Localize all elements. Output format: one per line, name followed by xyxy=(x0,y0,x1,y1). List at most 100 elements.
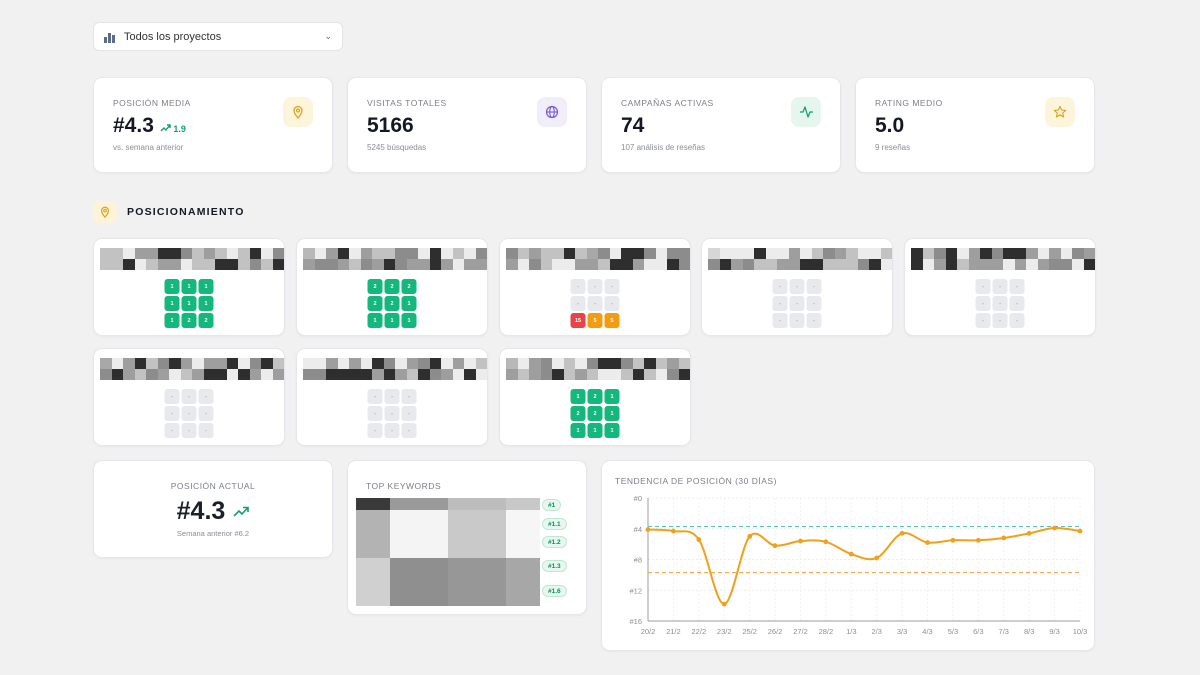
x-tick-label: 26/2 xyxy=(768,627,783,636)
kpi-title: POSICIÓN MEDIA xyxy=(113,98,191,108)
redacted-location-name xyxy=(506,358,690,380)
x-tick-label: 28/2 xyxy=(819,627,834,636)
map-pin-icon xyxy=(283,97,313,127)
rank-cell: - xyxy=(570,279,586,294)
rank-cell: - xyxy=(367,423,383,438)
data-point xyxy=(747,534,753,539)
rank-cell: - xyxy=(806,279,822,294)
rank-cell: - xyxy=(587,279,603,294)
section-title: POSICIONAMIENTO xyxy=(127,206,245,218)
rank-cell: 1 xyxy=(164,296,180,311)
rank-cell: 1 xyxy=(604,406,620,421)
rank-cell: - xyxy=(367,389,383,404)
x-tick-label: 3/3 xyxy=(897,627,907,636)
rank-cell: - xyxy=(198,406,214,421)
rank-cell: - xyxy=(384,389,400,404)
y-tick-label: #4 xyxy=(634,525,642,534)
x-tick-label: 7/3 xyxy=(999,627,1009,636)
x-tick-label: 21/2 xyxy=(666,627,681,636)
rank-cell: 1 xyxy=(570,389,586,404)
data-point xyxy=(772,543,778,549)
data-point xyxy=(645,527,651,532)
current-position-title: POSICIÓN ACTUAL xyxy=(170,481,256,491)
rank-cell: 2 xyxy=(570,406,586,421)
position-grid-card[interactable]: - - - - - -15 5 5 xyxy=(499,238,691,336)
kpi-subtitle: 5245 búsquedas xyxy=(367,143,427,152)
chevron-down-icon: ⌄ xyxy=(324,31,332,41)
rank-cell: 2 xyxy=(181,313,197,328)
activity-icon xyxy=(791,97,821,127)
rank-cell: 2 xyxy=(587,406,603,421)
x-tick-label: 9/3 xyxy=(1049,627,1059,636)
kpi-card-visitas-totales: VISITAS TOTALES 5166 5245 búsquedas xyxy=(347,77,587,173)
x-tick-label: 4/3 xyxy=(922,627,932,636)
rank-cell: - xyxy=(384,406,400,421)
redacted-keywords-block xyxy=(356,498,540,606)
kpi-value: 5166 xyxy=(367,114,414,137)
rank-cell: - xyxy=(181,389,197,404)
data-point xyxy=(899,530,905,536)
rank-grid: - - - - - -15 5 5 xyxy=(570,279,620,328)
rank-cell: 1 xyxy=(198,296,214,311)
position-trend-card: TENDENCIA DE POSICIÓN (30 DÍAS) #0 #4 #8 #1… xyxy=(601,460,1095,651)
kpi-value: #4.3 xyxy=(113,114,154,137)
rank-cell: - xyxy=(401,389,417,404)
x-tick-label: 27/2 xyxy=(793,627,808,636)
rank-cell: - xyxy=(789,313,805,328)
position-grid-card[interactable]: --------- xyxy=(296,348,488,446)
position-grid-card[interactable]: --------- xyxy=(93,348,285,446)
kpi-title: RATING MEDIO xyxy=(875,98,943,108)
rank-cell: 1 xyxy=(570,423,586,438)
top-keywords-title: TOP KEYWORDS xyxy=(366,481,442,491)
rank-cell: - xyxy=(570,296,586,311)
position-grid-card[interactable]: --------- xyxy=(904,238,1096,336)
rank-cell: 15 xyxy=(570,313,586,328)
current-position-subtitle: Semana anterior #6.2 xyxy=(176,529,250,538)
rank-cell: 1 xyxy=(604,423,620,438)
x-tick-label: 25/2 xyxy=(742,627,757,636)
kpi-card-rating-medio: RATING MEDIO 5.0 9 reseñas xyxy=(855,77,1095,173)
rank-grid: --------- xyxy=(772,279,822,328)
kpi-subtitle: 107 análisis de reseñas xyxy=(621,143,706,152)
kpi-title: VISITAS TOTALES xyxy=(367,98,447,108)
x-tick-label: 1/3 xyxy=(846,627,856,636)
rank-cell: - xyxy=(587,296,603,311)
position-grid-card[interactable]: --------- xyxy=(701,238,893,336)
rank-cell: 2 xyxy=(587,389,603,404)
rank-cell: - xyxy=(367,406,383,421)
rank-cell: - xyxy=(198,423,214,438)
keyword-rank-badge: #1.3 xyxy=(542,560,567,572)
data-point xyxy=(874,555,880,561)
keyword-rank-badge: #1.1 xyxy=(542,518,567,530)
rank-cell: 2 xyxy=(198,313,214,328)
rank-grid: --------- xyxy=(367,389,417,438)
rank-cell: 1 xyxy=(181,296,197,311)
rank-cell: 1 xyxy=(164,313,180,328)
redacted-location-name xyxy=(911,248,1095,270)
rank-cell: - xyxy=(384,423,400,438)
data-point xyxy=(848,551,854,557)
redacted-location-name xyxy=(303,358,487,380)
rank-cell: 2 xyxy=(401,279,417,294)
x-tick-label: 5/3 xyxy=(948,627,958,636)
redacted-location-name xyxy=(708,248,892,270)
kpi-delta: 1.9 xyxy=(160,124,186,134)
rank-cell: 1 xyxy=(198,279,214,294)
kpi-title: CAMPAÑAS ACTIVAS xyxy=(621,98,714,108)
rank-cell: - xyxy=(1009,279,1025,294)
keyword-rank-badge: #1 xyxy=(542,499,562,511)
rank-cell: - xyxy=(401,406,417,421)
rank-cell: 5 xyxy=(604,313,620,328)
project-selector[interactable]: Todos los proyectos ⌄ xyxy=(93,22,343,51)
data-point xyxy=(925,540,930,545)
rank-cell: - xyxy=(1009,313,1025,328)
rank-cell: 1 xyxy=(604,389,620,404)
kpi-card-posicion-media: POSICIÓN MEDIA #4.3 1.9 vs. semana anter… xyxy=(93,77,333,173)
rank-cell: 1 xyxy=(164,279,180,294)
rank-cell: - xyxy=(772,313,788,328)
